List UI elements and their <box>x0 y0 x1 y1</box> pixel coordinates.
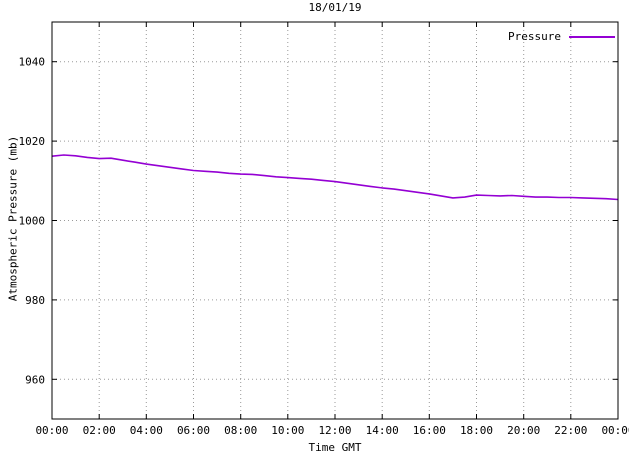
plot-border <box>51 21 619 420</box>
x-tick-label: 14:00 <box>366 424 399 437</box>
x-tick-label: 12:00 <box>318 424 351 437</box>
y-tick-label: 1000 <box>19 215 46 228</box>
x-tick-label: 02:00 <box>83 424 116 437</box>
x-tick-label: 16:00 <box>413 424 446 437</box>
x-axis-label: Time GMT <box>308 441 362 454</box>
x-tick-label: 04:00 <box>130 424 163 437</box>
chart-title: 18/01/19 <box>308 1 362 14</box>
x-tick-label: 08:00 <box>224 424 257 437</box>
x-tick-label: 00:00 <box>35 424 68 437</box>
y-tick-label: 960 <box>25 373 45 386</box>
x-tick-label: 18:00 <box>460 424 493 437</box>
x-tick-label: 10:00 <box>271 424 304 437</box>
x-tick-label: 06:00 <box>177 424 210 437</box>
x-tick-label: 00:00 <box>601 424 629 437</box>
x-tick-label: 22:00 <box>554 424 587 437</box>
pressure-line <box>51 154 619 201</box>
y-tick-label: 1040 <box>19 56 46 69</box>
x-tick-label: 20:00 <box>507 424 540 437</box>
legend-series-label: Pressure <box>508 30 561 43</box>
legend: Pressure <box>508 30 615 43</box>
legend-line-swatch-icon <box>569 35 615 38</box>
y-axis-label: Atmospheric Pressure (mb) <box>6 135 20 302</box>
y-tick-label: 980 <box>25 294 45 307</box>
y-tick-label: 1020 <box>19 135 46 148</box>
